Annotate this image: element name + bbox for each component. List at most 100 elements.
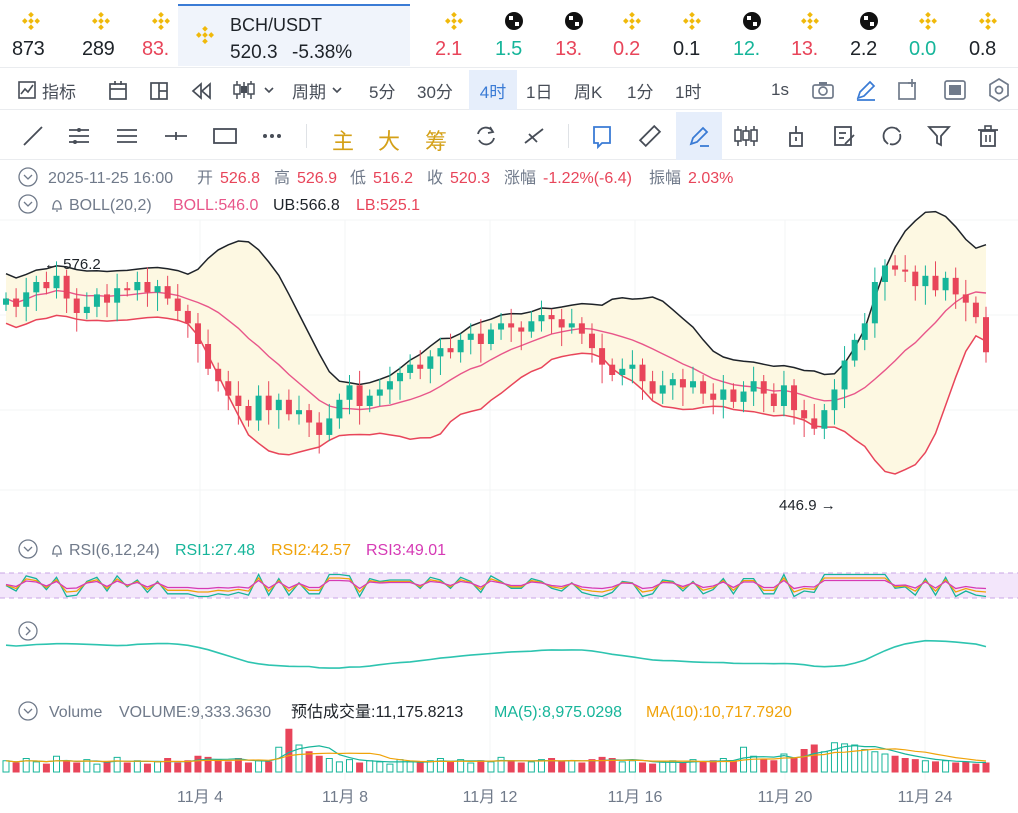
volume-bar — [871, 751, 879, 773]
ticker-item[interactable]: 1.5 — [483, 0, 533, 67]
ticker-item[interactable]: 0.1 — [661, 0, 711, 67]
volume-bar — [649, 763, 657, 773]
ticker-item[interactable]: 83. — [130, 0, 180, 67]
volume-bar — [32, 761, 40, 773]
measure-icon[interactable] — [521, 123, 547, 149]
ticker-item[interactable]: 0.8 — [957, 0, 1007, 67]
filter-icon[interactable] — [926, 123, 952, 149]
volume-value: VOLUME:9,333.3630 — [119, 704, 271, 721]
ohlc-date: 2025-11-25 16:00 — [48, 170, 173, 187]
x-axis-tick-label: 11月 16 — [608, 789, 663, 806]
interval-1w[interactable]: 周K — [574, 82, 603, 102]
candle-body — [306, 410, 313, 423]
x-axis: 11月 4 11月 8 11月 12 11月 16 11月 20 11月 24 — [177, 789, 953, 806]
chart-type-dropdown[interactable] — [232, 72, 276, 108]
horizontal-line-icon[interactable] — [163, 123, 189, 149]
rectangle-icon[interactable] — [212, 123, 238, 149]
candle-body — [962, 294, 969, 303]
interval-1h[interactable]: 1时 — [675, 82, 702, 102]
ticker-item[interactable]: 12. — [721, 0, 771, 67]
volume-legend: Volume VOLUME:9,333.3630 预估成交量:11,175.82… — [18, 701, 792, 721]
ticker-item[interactable]: 2.1 — [423, 0, 473, 67]
more-icon[interactable] — [259, 123, 285, 149]
calendar-icon[interactable] — [105, 78, 131, 104]
volume-bar — [143, 763, 151, 773]
refresh-icon[interactable] — [473, 123, 499, 149]
settings-icon[interactable] — [986, 77, 1012, 103]
bell-icon — [52, 545, 62, 557]
rewind-icon[interactable] — [189, 78, 215, 104]
candle-body — [73, 298, 80, 313]
layout-icon[interactable] — [146, 78, 172, 104]
candle-body — [851, 339, 858, 361]
interval-1min[interactable]: 1分 — [627, 82, 654, 102]
parallel-lines-icon[interactable] — [66, 123, 92, 149]
candle-body — [841, 360, 848, 390]
interval-4h[interactable]: 4时 — [469, 70, 517, 110]
big-order-button[interactable]: 大 — [378, 129, 401, 154]
volume-bar — [467, 762, 475, 773]
trash-icon[interactable] — [975, 123, 1001, 149]
candle-body — [801, 410, 808, 419]
ohlc-amplitude: 2.03% — [688, 170, 733, 187]
candle-body — [83, 306, 90, 313]
active-change: -5.38% — [292, 42, 353, 63]
candle-body — [508, 323, 515, 328]
indicator-expand[interactable] — [18, 621, 38, 641]
period-dropdown[interactable]: 周期 — [292, 72, 344, 108]
fullscreen-icon[interactable] — [942, 77, 968, 103]
volume-bar — [83, 759, 91, 773]
interval-5m[interactable]: 5分 — [369, 82, 396, 102]
ticker-item[interactable]: 289 — [70, 0, 120, 67]
ticker-item[interactable]: 0.0 — [897, 0, 947, 67]
interval-30m[interactable]: 30分 — [417, 82, 453, 102]
candle-body — [750, 381, 757, 392]
channel-icon[interactable] — [114, 123, 140, 149]
add-window-icon[interactable] — [895, 77, 921, 103]
candles-icon[interactable] — [733, 123, 759, 149]
magnet-icon[interactable] — [879, 123, 905, 149]
checker-icon — [743, 12, 761, 30]
ticker-price: 13. — [555, 38, 582, 60]
volume-bar — [457, 759, 465, 773]
volume-bar — [588, 759, 596, 773]
indicator-button[interactable]: 指标 — [18, 72, 76, 108]
ticker-item[interactable]: 0.2 — [601, 0, 651, 67]
binance-icon — [622, 11, 642, 31]
candle-body — [720, 389, 727, 400]
ruler-icon[interactable] — [637, 123, 663, 149]
candlestick-chart[interactable]: 2025-11-25 16:00 开 526.8 高 526.9 低 516.2… — [0, 160, 1018, 813]
speed-button[interactable]: 1s — [771, 80, 789, 99]
main-force-button[interactable]: 主 — [332, 129, 355, 154]
candle-body — [295, 410, 302, 415]
ohlc-legend: 2025-11-25 16:00 开 526.8 高 526.9 低 516.2… — [18, 167, 733, 187]
chip-button[interactable]: 筹 — [425, 129, 448, 154]
price-label-icon[interactable] — [589, 123, 615, 149]
note-icon[interactable] — [831, 123, 857, 149]
draw-mode-button[interactable] — [676, 112, 722, 160]
interval-1d[interactable]: 1日 — [526, 82, 553, 102]
camera-icon[interactable] — [810, 77, 836, 103]
candle-body — [134, 282, 141, 291]
volume-bar — [921, 760, 929, 773]
chevron-right-icon — [25, 626, 31, 636]
indicator-series-line — [5, 639, 987, 669]
candle-body — [336, 399, 343, 419]
ticker-item[interactable]: 13. — [543, 0, 593, 67]
volume-bar — [548, 758, 556, 773]
ticker-active-pair[interactable]: BCH/USDT 520.3 -5.38% — [178, 4, 410, 66]
ticker-item[interactable]: 2.2 — [838, 0, 888, 67]
trend-line-icon[interactable] — [20, 123, 46, 149]
pen-icon[interactable] — [853, 77, 879, 103]
candle-body — [386, 381, 393, 390]
ticker-item[interactable]: 873 — [0, 0, 50, 67]
ticker-item[interactable]: 13. — [779, 0, 829, 67]
candle-body — [791, 385, 798, 411]
lock-icon[interactable] — [783, 123, 809, 149]
volume-bar — [638, 762, 646, 773]
rsi3-line — [5, 579, 987, 590]
volume-bar — [982, 762, 990, 773]
volume-bar — [942, 760, 950, 773]
volume-bar — [184, 760, 192, 773]
volume-bar — [537, 759, 545, 773]
